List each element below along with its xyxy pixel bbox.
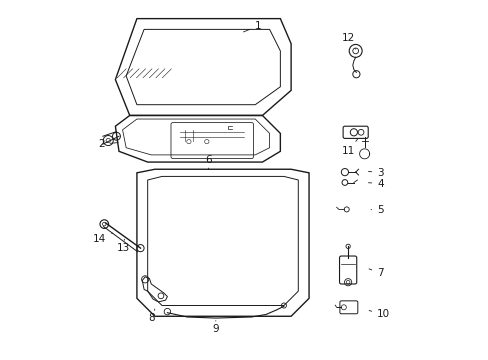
Text: 4: 4 bbox=[368, 179, 383, 189]
Text: 10: 10 bbox=[368, 310, 389, 319]
Text: 14: 14 bbox=[93, 233, 113, 244]
Text: 11: 11 bbox=[341, 139, 357, 156]
Text: 13: 13 bbox=[117, 239, 130, 253]
Text: 6: 6 bbox=[205, 155, 211, 169]
Text: 5: 5 bbox=[370, 206, 383, 216]
Text: 3: 3 bbox=[368, 168, 383, 178]
Text: 1: 1 bbox=[243, 21, 262, 32]
Text: 8: 8 bbox=[148, 309, 155, 323]
Text: 7: 7 bbox=[368, 268, 383, 278]
Text: 9: 9 bbox=[212, 320, 219, 334]
Text: 2: 2 bbox=[98, 139, 118, 149]
Text: 12: 12 bbox=[341, 33, 355, 49]
